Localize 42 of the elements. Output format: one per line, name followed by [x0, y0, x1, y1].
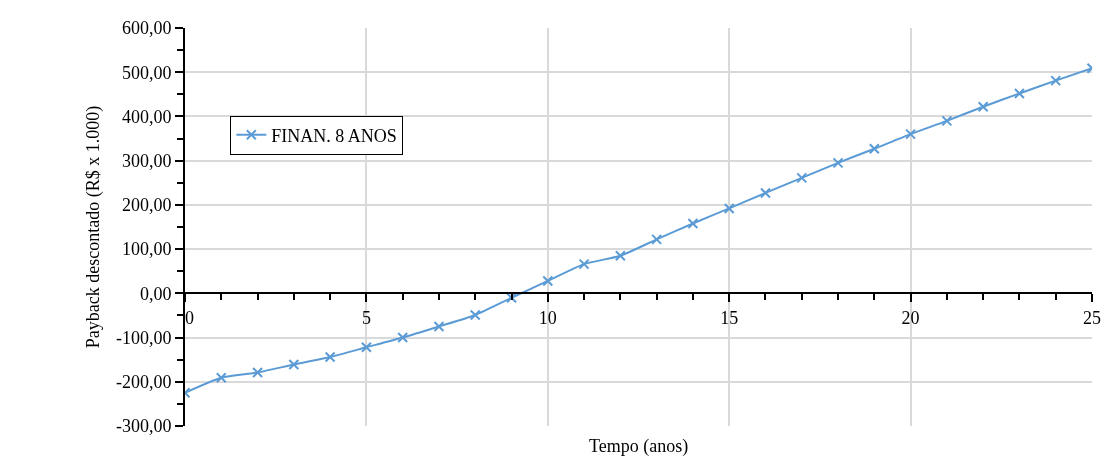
- y-axis-title: Payback descontado (R$ x 1.000): [82, 105, 104, 349]
- x-tick-label: 0: [176, 307, 194, 328]
- point: [215, 372, 227, 384]
- point: [977, 101, 989, 113]
- x-tick-label: 5: [361, 307, 371, 328]
- point: [759, 187, 771, 199]
- legend-label: FINAN. 8 ANOS: [271, 125, 397, 146]
- point: [687, 217, 699, 229]
- y-tick-label: 500,00: [121, 62, 172, 83]
- point: [324, 351, 336, 363]
- x-tick-label: 25: [1083, 307, 1101, 328]
- point: [941, 115, 953, 127]
- y-tick-label: -200,00: [115, 372, 172, 393]
- x-axis-title: Tempo (anos): [589, 436, 689, 457]
- y-tick-label: 100,00: [121, 239, 172, 260]
- y-tick-label: 200,00: [121, 195, 172, 216]
- point: [1050, 75, 1062, 87]
- point: [651, 233, 663, 245]
- point: [796, 172, 808, 184]
- y-tick-label: -100,00: [115, 327, 172, 348]
- point: [252, 366, 264, 378]
- point: [905, 128, 917, 140]
- point: [578, 258, 590, 270]
- point: [542, 275, 554, 287]
- point: [868, 143, 880, 155]
- y-tick-label: -300,00: [115, 416, 172, 437]
- x-tick-label: 10: [538, 307, 557, 328]
- point: [288, 359, 300, 371]
- point: [723, 202, 735, 214]
- point: [832, 157, 844, 169]
- x-tick-label: 15: [720, 307, 739, 328]
- y-tick-label: 300,00: [121, 150, 172, 171]
- x-tick-label: 20: [901, 307, 920, 328]
- point: [469, 309, 481, 321]
- y-tick-label: 600,00: [121, 18, 172, 39]
- point: [397, 332, 409, 344]
- point: [614, 250, 626, 262]
- y-tick-label: 400,00: [121, 106, 172, 127]
- point: [433, 321, 445, 332]
- point: [1013, 87, 1025, 99]
- y-tick-label: 0,00: [139, 283, 172, 304]
- point: [360, 341, 372, 353]
